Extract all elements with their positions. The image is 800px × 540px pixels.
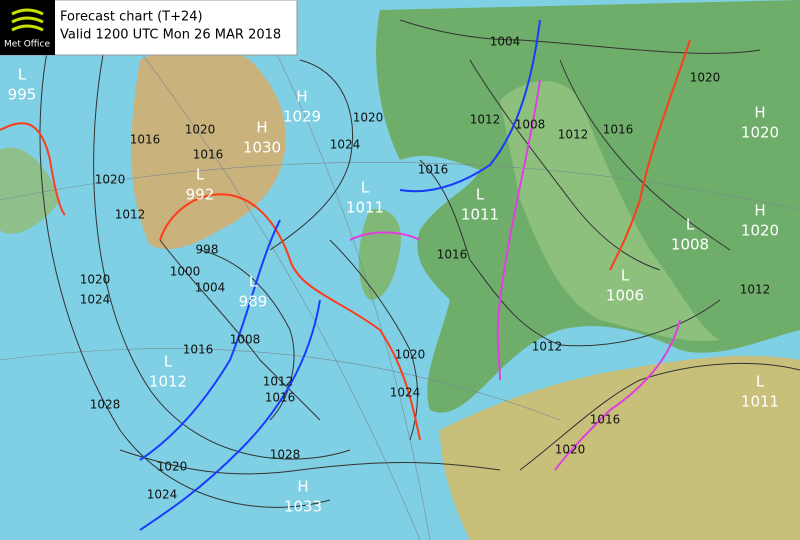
logo-mark bbox=[11, 8, 44, 32]
center-type: H bbox=[256, 119, 267, 137]
center-pressure: 1011 bbox=[741, 393, 779, 411]
eastern-europe bbox=[500, 81, 720, 341]
logo-text: Met Office bbox=[4, 40, 50, 50]
center-type: H bbox=[297, 478, 308, 496]
center-pressure: 1029 bbox=[283, 108, 321, 126]
fronts bbox=[0, 19, 691, 531]
isobar-label: 1008 bbox=[230, 333, 261, 347]
mediterranean bbox=[540, 344, 640, 370]
center-pressure: 1012 bbox=[149, 373, 187, 391]
isobar-label: 1016 bbox=[265, 391, 296, 405]
isobar-label: 1024 bbox=[390, 386, 421, 400]
isobar-label: 1016 bbox=[603, 123, 634, 137]
isobar-label: 1020 bbox=[395, 348, 426, 362]
center-pressure: 1011 bbox=[461, 206, 499, 224]
center-type: L bbox=[476, 186, 485, 204]
isobar-label: 1024 bbox=[80, 293, 111, 307]
center-pressure: 1033 bbox=[284, 498, 322, 516]
isobar-label: 1016 bbox=[183, 343, 214, 357]
center-type: L bbox=[249, 273, 258, 291]
isobars bbox=[39, 0, 800, 508]
center-pressure: 1030 bbox=[243, 139, 281, 157]
isobar-label: 1012 bbox=[532, 340, 563, 354]
isobar-label: 1028 bbox=[90, 398, 121, 412]
greenland bbox=[131, 46, 286, 250]
center-type: L bbox=[18, 66, 27, 84]
isobar-label: 1024 bbox=[330, 138, 361, 152]
center-type: L bbox=[621, 267, 630, 285]
isobar-label: 1020 bbox=[80, 273, 111, 287]
isobar-label: 1012 bbox=[740, 283, 771, 297]
isobar-label: 998 bbox=[196, 243, 219, 257]
center-pressure: 1008 bbox=[671, 236, 709, 254]
center-pressure: 1011 bbox=[346, 199, 384, 217]
isobar-label: 1008 bbox=[515, 118, 546, 132]
isobar-label: 1012 bbox=[115, 208, 146, 222]
center-type: L bbox=[686, 216, 695, 234]
isobar-label: 1020 bbox=[95, 173, 126, 187]
isobar-label: 1016 bbox=[437, 248, 468, 262]
center-pressure: 995 bbox=[8, 86, 37, 104]
isobar-label: 1004 bbox=[195, 281, 226, 295]
center-type: H bbox=[296, 88, 307, 106]
isobar-label: 1012 bbox=[558, 128, 589, 142]
isobar-label: 1024 bbox=[147, 488, 178, 502]
africa bbox=[440, 355, 800, 540]
isobar-label: 1020 bbox=[353, 111, 384, 125]
center-type: L bbox=[756, 373, 765, 391]
center-pressure: 1020 bbox=[741, 124, 779, 142]
center-type: L bbox=[164, 353, 173, 371]
isobar-label: 1016 bbox=[193, 148, 224, 162]
isobar-label: 1016 bbox=[418, 163, 449, 177]
isobar-label: 1000 bbox=[170, 265, 201, 279]
center-pressure: 989 bbox=[239, 293, 268, 311]
center-type: L bbox=[361, 179, 370, 197]
valid-time: Valid 1200 UTC Mon 26 MAR 2018 bbox=[60, 28, 281, 43]
isobar-label: 1016 bbox=[130, 133, 161, 147]
isobar-label: 1020 bbox=[690, 71, 721, 85]
isobar-label: 1016 bbox=[590, 413, 621, 427]
center-type: L bbox=[196, 166, 205, 184]
isobar-label: 1012 bbox=[470, 113, 501, 127]
center-type: H bbox=[754, 104, 765, 122]
isobar-label: 1028 bbox=[270, 448, 301, 462]
scandinavia-east bbox=[718, 57, 790, 187]
isobar-label: 1004 bbox=[490, 35, 521, 49]
isobar-label: 1020 bbox=[157, 460, 188, 474]
center-pressure: 1020 bbox=[741, 222, 779, 240]
center-type: H bbox=[754, 202, 765, 220]
isobar-label: 1020 bbox=[185, 123, 216, 137]
isobar-label: 1020 bbox=[555, 443, 586, 457]
center-pressure: 1006 bbox=[606, 287, 644, 305]
center-pressure: 992 bbox=[186, 186, 215, 204]
isobar-label: 1012 bbox=[263, 375, 294, 389]
chart-title: Forecast chart (T+24) bbox=[60, 10, 203, 25]
